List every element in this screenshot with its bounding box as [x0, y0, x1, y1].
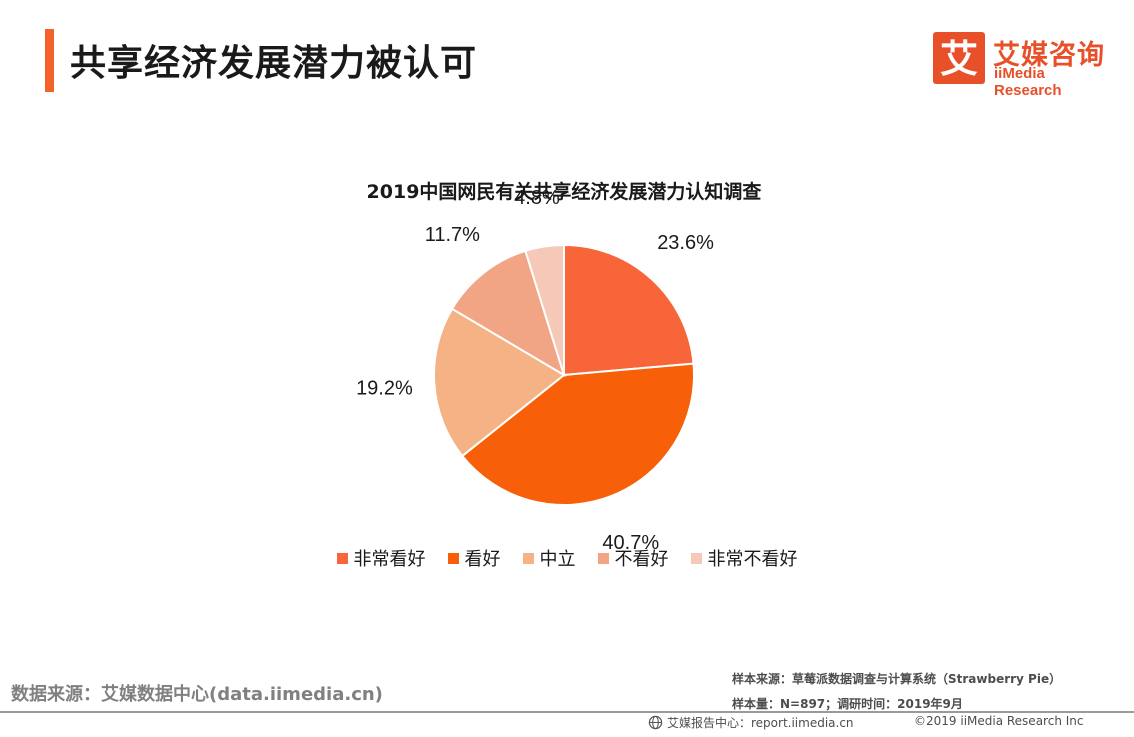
legend-label-5: 非常不看好	[707, 549, 798, 570]
logo-english-name: iiMedia Research	[994, 65, 1062, 99]
pie-slice-3	[433, 307, 566, 458]
page-title: 共享经济发展潜力被认可	[70, 43, 478, 84]
legend-label-3: 中立	[539, 549, 576, 570]
copyright: ©2019 iiMedia Research Inc	[914, 714, 1084, 728]
pie-label-5: 4.8%	[514, 187, 560, 209]
footer-divider	[0, 711, 1134, 713]
sample-source: 样本来源：草莓派数据调查与计算系统（Strawberry Pie）	[732, 672, 1062, 686]
legend-label-2: 看好	[464, 549, 501, 570]
chart-title: 2019中国网民有关共享经济发展潜力认知调查	[366, 181, 762, 203]
data-source: 数据来源：艾媒数据中心(data.iimedia.cn)	[11, 684, 383, 705]
legend-swatch-1	[336, 552, 348, 564]
logo-mark-text: 艾	[940, 37, 978, 81]
chart-legend: 非常看好 看好 中立 不看好 非常不看好	[0, 545, 1134, 571]
logo-mark-glyph: 艾	[940, 37, 978, 81]
title-accent-bar	[45, 29, 54, 92]
pie-label-2: 40.7%	[602, 532, 659, 554]
pie-slice-2	[460, 362, 695, 506]
globe-icon	[648, 715, 663, 730]
sample-size: 样本量：N=897；调研时间：2019年9月	[732, 697, 963, 711]
logo-mark: 艾	[933, 32, 985, 84]
pie-slice-5	[524, 243, 565, 376]
pie-slice-4	[450, 249, 566, 378]
pie-label-4: 11.7%	[425, 224, 480, 246]
legend-item-1: 非常看好	[336, 545, 426, 571]
report-center: 艾媒报告中心：report.iimedia.cn	[648, 714, 854, 731]
pie-label-1: 23.6%	[657, 232, 714, 254]
report-center-text: 艾媒报告中心：report.iimedia.cn	[667, 716, 854, 730]
legend-item-5: 非常不看好	[690, 545, 798, 571]
legend-item-2: 看好	[447, 545, 501, 571]
legend-label-1: 非常看好	[353, 549, 426, 570]
legend-swatch-4	[597, 552, 609, 564]
legend-swatch-5	[690, 552, 702, 564]
legend-swatch-3	[522, 552, 534, 564]
iimedia-logo: 艾 艾媒咨询 iiMedia Research	[933, 32, 1113, 99]
logo-chinese-name: 艾媒咨询	[993, 40, 1105, 71]
pie-label-3: 19.2%	[356, 377, 413, 399]
pie-slice-1	[563, 243, 695, 377]
legend-item-3: 中立	[522, 545, 576, 571]
legend-swatch-2	[447, 552, 459, 564]
legend-item-4: 不看好	[597, 545, 669, 571]
legend-label-4: 不看好	[614, 549, 669, 570]
